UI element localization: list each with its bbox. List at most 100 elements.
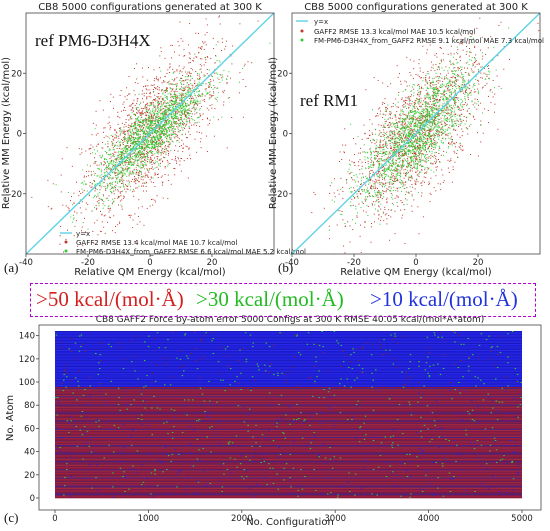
- scatter-point-gaff2: [144, 112, 146, 114]
- scatter-point-fm: [155, 160, 157, 162]
- scatter-point-fm: [142, 160, 144, 162]
- scatter-point-gaff2: [457, 69, 459, 71]
- scatter-point-gaff2: [195, 56, 197, 58]
- scatter-point-gaff2: [403, 150, 405, 152]
- scatter-point-gaff2: [419, 138, 421, 140]
- scatter-point-gaff2: [404, 198, 406, 200]
- scatter-point-gaff2: [385, 182, 387, 184]
- scatter-point-gaff2: [156, 99, 158, 101]
- scatter-point-fm: [174, 101, 176, 103]
- scatter-point-gaff2: [129, 170, 131, 172]
- scatter-point-fm: [175, 115, 177, 117]
- scatter-point-gaff2: [377, 79, 379, 81]
- scatter-point-fm: [157, 146, 159, 148]
- scatter-point-gaff2: [464, 72, 466, 73]
- scatter-point-fm: [147, 158, 149, 160]
- scatter-point-gaff2: [402, 182, 404, 184]
- scatter-point-fm: [104, 158, 106, 159]
- scatter-point-gaff2: [438, 67, 440, 69]
- scatter-point-fm: [165, 129, 167, 131]
- scatter-point-fm: [144, 183, 146, 185]
- scatter-point-fm: [134, 138, 136, 139]
- scatter-point-gaff2: [182, 94, 183, 96]
- scatter-point-gaff2: [470, 90, 472, 92]
- scatter-point-gaff2: [402, 160, 404, 162]
- scatter-point-gaff2: [354, 197, 356, 198]
- scatter-point-fm: [187, 94, 189, 96]
- scatter-point-gaff2: [212, 95, 214, 97]
- scatter-point-fm: [114, 181, 116, 182]
- scatter-point-fm: [72, 221, 74, 223]
- scatter-point-fm: [156, 114, 158, 116]
- scatter-point-fm: [177, 95, 179, 97]
- scatter-point-gaff2: [139, 146, 141, 148]
- scatter-point-gaff2: [427, 120, 429, 122]
- scatter-point-gaff2: [102, 109, 104, 111]
- scatter-point-gaff2: [400, 200, 402, 201]
- scatter-point-fm: [162, 130, 164, 132]
- scatter-point-gaff2: [441, 77, 443, 79]
- scatter-point-gaff2: [410, 74, 412, 76]
- scatter-point-fm: [168, 121, 170, 123]
- scatter-point-gaff2: [378, 171, 379, 173]
- scatter-point-fm: [127, 140, 129, 142]
- scatter-point-fm: [153, 121, 155, 122]
- scatter-point-fm: [157, 153, 159, 155]
- scatter-point-fm: [162, 118, 164, 120]
- scatter-point-fm: [157, 138, 159, 140]
- scatter-point-gaff2: [444, 86, 446, 88]
- scatter-point-fm: [139, 155, 141, 157]
- scatter-point-gaff2: [153, 69, 155, 71]
- scatter-point-fm: [169, 108, 170, 110]
- scatter-point-fm: [112, 166, 113, 168]
- scatter-point-fm: [196, 91, 198, 93]
- scatter-point-gaff2: [159, 159, 161, 161]
- scatter-point-fm: [151, 143, 153, 145]
- scatter-point-gaff2: [375, 150, 377, 152]
- scatter-point-gaff2: [384, 127, 386, 128]
- scatter-point-gaff2: [436, 56, 438, 58]
- scatter-point-gaff2: [139, 154, 141, 155]
- scatter-point-gaff2: [427, 102, 429, 104]
- scatter-point-gaff2: [158, 96, 160, 98]
- scatter-point-fm: [106, 172, 108, 174]
- scatter-point-gaff2: [165, 148, 167, 150]
- scatter-point-gaff2: [360, 147, 361, 149]
- scatter-point-fm: [97, 168, 99, 169]
- scatter-point-fm: [216, 100, 218, 102]
- scatter-point-gaff2: [412, 131, 414, 133]
- scatter-point-gaff2: [401, 97, 403, 99]
- scatter-point-gaff2: [459, 91, 461, 93]
- scatter-point-gaff2: [154, 174, 156, 176]
- scatter-point-gaff2: [418, 147, 420, 149]
- scatter-point-fm: [198, 94, 200, 95]
- scatter-point-gaff2: [438, 119, 440, 121]
- scatter-point-fm: [156, 134, 158, 136]
- scatter-point-fm: [213, 85, 215, 86]
- scatter-point-gaff2: [414, 182, 416, 184]
- scatter-point-gaff2: [152, 141, 154, 143]
- scatter-point-gaff2: [142, 166, 144, 168]
- scatter-point-gaff2: [435, 105, 437, 107]
- scatter-point-fm: [217, 92, 219, 94]
- scatter-point-gaff2: [191, 87, 193, 89]
- scatter-point-gaff2: [150, 102, 152, 104]
- scatter-point-gaff2: [453, 35, 455, 37]
- scatter-point-gaff2: [389, 130, 391, 132]
- scatter-point-fm: [145, 117, 146, 119]
- scatter-point-fm: [151, 125, 153, 126]
- scatter-point-gaff2: [130, 144, 131, 146]
- scatter-point-gaff2: [124, 131, 126, 132]
- scatter-point-gaff2: [195, 107, 197, 109]
- scatter-point-fm: [206, 93, 207, 95]
- scatter-point-gaff2: [156, 135, 158, 137]
- scatter-point-gaff2: [81, 148, 83, 150]
- scatter-point-gaff2: [135, 150, 137, 152]
- scatter-point-gaff2: [110, 217, 111, 219]
- scatter-point-gaff2: [433, 77, 435, 79]
- scatter-point-gaff2: [164, 122, 166, 124]
- scatter-point-fm: [113, 190, 115, 192]
- scatter-point-gaff2: [537, 22, 539, 24]
- scatter-point-gaff2: [382, 143, 384, 145]
- scatter-point-gaff2: [71, 196, 72, 198]
